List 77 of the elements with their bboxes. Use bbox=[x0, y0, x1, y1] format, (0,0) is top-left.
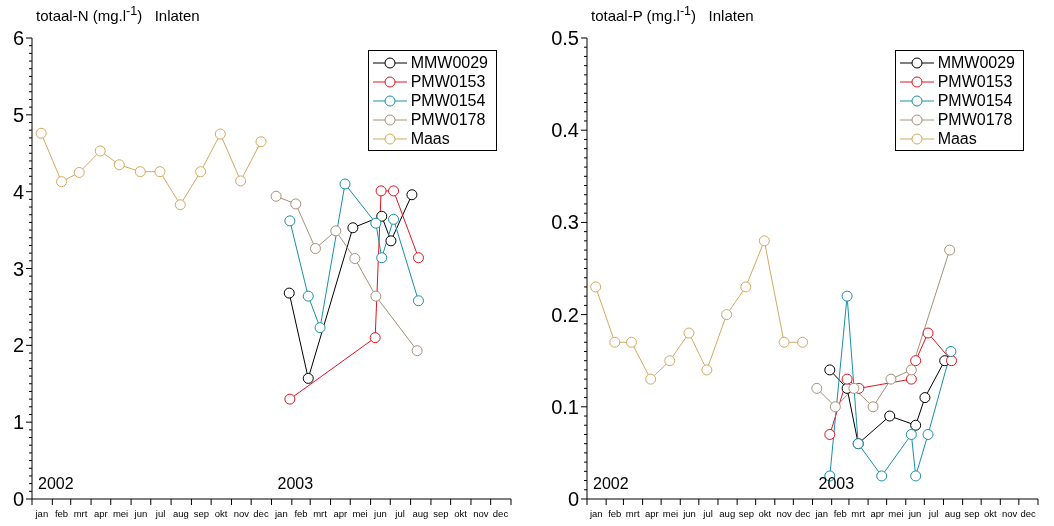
x-tick-label: nov bbox=[1001, 508, 1018, 519]
chart-title: totaal-P (mg.l$^{-1}$) Inlaten bbox=[591, 4, 754, 24]
x-tick-label: aug bbox=[412, 508, 429, 519]
legend-label: PMW0178 bbox=[410, 110, 486, 129]
annotation: 2002 bbox=[38, 475, 74, 493]
x-tick-label: jan bbox=[34, 508, 49, 519]
x-tick-label: okt bbox=[454, 508, 468, 519]
legend-label: PMW0153 bbox=[937, 72, 1013, 91]
x-tick-label: mei bbox=[112, 508, 129, 519]
y-tick-label: 1 bbox=[12, 411, 24, 434]
x-tick-label: okt bbox=[984, 508, 998, 519]
legend-label: PMW0178 bbox=[937, 110, 1013, 129]
x-tick-label: aug bbox=[173, 508, 189, 519]
x-tick-label: jun bbox=[373, 508, 387, 519]
y-tick-label: 0.3 bbox=[551, 211, 579, 234]
x-tick-label: apr bbox=[645, 508, 659, 519]
x-tick-label: feb bbox=[833, 508, 847, 519]
y-tick-label: 5 bbox=[12, 103, 24, 126]
x-tick-label: dec bbox=[492, 508, 509, 519]
x-tick-label: sep bbox=[738, 508, 755, 519]
y-tick-label: 0.1 bbox=[551, 395, 579, 418]
x-tick-label: nov bbox=[233, 508, 250, 519]
x-tick-label: mei bbox=[352, 508, 368, 519]
x-tick-label: jul bbox=[927, 508, 939, 519]
chart-title: totaal-N (mg.l$^{-1}$) Inlaten bbox=[36, 4, 200, 24]
x-tick-label: jul bbox=[154, 508, 166, 519]
legend-label: MMW0029 bbox=[410, 53, 488, 72]
legend-label: Maas bbox=[410, 129, 450, 148]
x-tick-label: jan bbox=[588, 508, 603, 519]
annotation: 2002 bbox=[593, 475, 629, 493]
legend-label: PMW0154 bbox=[937, 91, 1013, 110]
x-tick-label: dec bbox=[794, 508, 811, 519]
x-tick-label: apr bbox=[94, 508, 108, 519]
x-tick-label: mei bbox=[662, 508, 679, 519]
x-tick-label: jan bbox=[274, 508, 288, 519]
y-tick-label: 0 bbox=[567, 488, 579, 510]
x-tick-label: nov bbox=[776, 508, 792, 519]
x-tick-label: dec bbox=[253, 508, 269, 519]
x-tick-label: sep bbox=[433, 508, 449, 519]
y-tick-label: 4 bbox=[12, 180, 24, 203]
x-tick-label: aug bbox=[719, 508, 736, 519]
x-tick-label: jun bbox=[133, 508, 148, 519]
x-tick-label: mrt bbox=[851, 508, 866, 519]
x-tick-label: jul bbox=[702, 508, 713, 519]
y-tick-label: 0.5 bbox=[551, 27, 579, 49]
x-tick-label: mrt bbox=[625, 508, 640, 519]
y-tick-label: 0 bbox=[12, 488, 24, 510]
x-tick-label: feb bbox=[294, 508, 308, 519]
legend-label: PMW0153 bbox=[410, 72, 486, 91]
x-tick-label: apr bbox=[333, 508, 348, 519]
x-tick-label: nov bbox=[473, 508, 489, 519]
x-tick-label: dec bbox=[1020, 508, 1037, 519]
x-tick-label: okt bbox=[214, 508, 228, 519]
x-tick-label: aug bbox=[944, 508, 961, 519]
x-tick-label: jul bbox=[394, 508, 405, 519]
x-tick-label: mei bbox=[888, 508, 904, 519]
x-tick-label: sep bbox=[193, 508, 209, 519]
x-tick-label: jun bbox=[907, 508, 922, 519]
x-tick-label: apr bbox=[870, 508, 885, 519]
legend-label: Maas bbox=[937, 129, 977, 148]
x-tick-label: mrt bbox=[73, 508, 88, 519]
x-tick-label: jun bbox=[682, 508, 696, 519]
annotation: 2003 bbox=[818, 475, 855, 493]
x-tick-label: feb bbox=[608, 508, 622, 519]
y-tick-label: 0.2 bbox=[551, 303, 579, 326]
x-tick-label: okt bbox=[758, 508, 772, 519]
legend-label: PMW0154 bbox=[410, 91, 486, 110]
y-tick-label: 0.4 bbox=[551, 119, 579, 142]
x-tick-label: feb bbox=[54, 508, 69, 519]
x-tick-label: sep bbox=[964, 508, 980, 519]
annotation: 2003 bbox=[277, 475, 314, 493]
x-tick-label: jan bbox=[814, 508, 829, 519]
legend-label: MMW0029 bbox=[937, 53, 1015, 72]
x-tick-label: mrt bbox=[313, 508, 328, 519]
y-tick-label: 3 bbox=[12, 257, 24, 280]
y-tick-label: 2 bbox=[12, 334, 24, 357]
y-tick-label: 6 bbox=[12, 27, 24, 49]
